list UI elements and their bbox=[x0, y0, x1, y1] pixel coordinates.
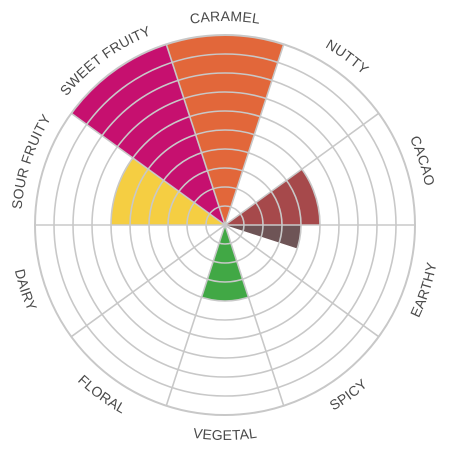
grid-spoke-2 bbox=[224, 112, 380, 226]
grid-spoke-0 bbox=[165, 44, 226, 226]
grid-spoke-7 bbox=[70, 224, 226, 338]
grid-spoke-6 bbox=[165, 224, 226, 406]
segment-sweet-fruity bbox=[71, 44, 225, 226]
label-vegetal: VEGETAL bbox=[192, 425, 258, 443]
label-nutty: NUTTY bbox=[323, 36, 372, 78]
grid-spoke-1 bbox=[224, 44, 285, 226]
label-earthy: EARTHY bbox=[407, 260, 440, 319]
label-cacao: CACAO bbox=[407, 133, 438, 187]
grid-spoke-5 bbox=[224, 224, 285, 406]
segment-cacao bbox=[225, 169, 320, 225]
label-dairy: DAIRY bbox=[12, 267, 41, 313]
segment-sour-fruity bbox=[111, 157, 225, 225]
label-caramel: CARAMEL bbox=[189, 8, 262, 27]
grid-spoke-9 bbox=[70, 112, 226, 226]
data-segments bbox=[71, 35, 320, 301]
label-floral: FLORAL bbox=[75, 372, 128, 417]
grid bbox=[34, 34, 416, 416]
grid-spoke-4 bbox=[224, 224, 380, 338]
